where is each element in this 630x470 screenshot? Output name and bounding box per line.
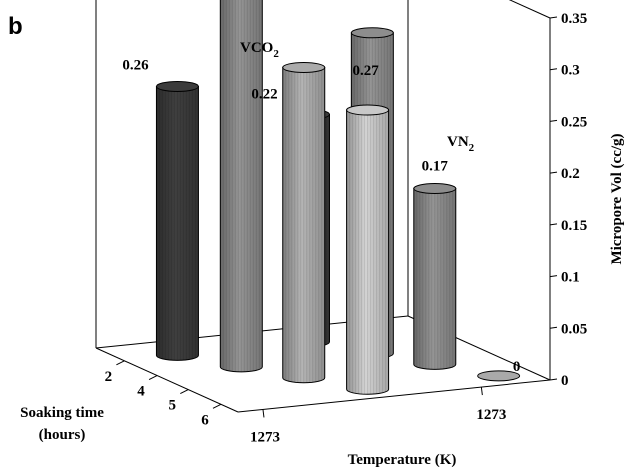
bar-base-zero <box>477 370 521 382</box>
bar-body <box>413 187 457 370</box>
z-tick-label: 0.2 <box>561 166 580 182</box>
bar-top <box>282 61 326 73</box>
bar-top <box>413 182 457 194</box>
series-label-0: VCO2 <box>240 40 279 60</box>
z-tick-label: 0.1 <box>561 270 580 286</box>
chart-bars <box>155 0 521 395</box>
y-axis-title: (hours) <box>39 427 86 443</box>
z-tick-label: 0.35 <box>561 11 587 27</box>
bar-top <box>350 27 394 39</box>
x-tick-label: 1273 <box>476 407 506 423</box>
z-axis-title: Micropore Vol (cc/g) <box>609 133 625 264</box>
z-tick-label: 0 <box>561 373 569 389</box>
y-tick-label: 6 <box>201 412 209 428</box>
z-tick-label: 0.3 <box>561 63 580 79</box>
x-tick <box>480 386 483 396</box>
z-tick <box>549 68 558 71</box>
z-tick <box>549 119 558 122</box>
bar-top <box>155 80 199 92</box>
z-tick-label: 0.05 <box>561 321 587 337</box>
panel-label: b <box>8 13 23 40</box>
z-tick-label: 0.25 <box>561 114 587 130</box>
z-tick-label: 0.15 <box>561 218 587 234</box>
value-label: 0.26 <box>122 57 149 73</box>
right-top-edge <box>508 0 551 19</box>
value-label: 0 <box>513 359 521 375</box>
x-tick-label: 1273 <box>250 429 280 445</box>
x-axis-title: Temperature (K) <box>348 452 457 468</box>
front-floor-edge <box>237 379 551 413</box>
y-tick-label: 5 <box>169 398 177 414</box>
left-floor-edge <box>95 347 239 413</box>
bar-body <box>155 85 199 361</box>
y-tick-label: 4 <box>137 384 145 400</box>
z-tick <box>549 378 558 381</box>
z-tick <box>549 223 558 226</box>
y-axis-title: Soaking time <box>20 405 104 421</box>
bar-body <box>282 66 326 384</box>
z-tick <box>549 171 558 174</box>
y-tick-label: 2 <box>105 369 113 385</box>
value-label: 0.27 <box>352 63 379 79</box>
z-tick <box>549 16 558 19</box>
y-tick <box>148 375 158 380</box>
bar-body <box>346 109 390 395</box>
x-tick <box>262 409 265 418</box>
bar-body <box>219 0 263 373</box>
series-label-1: VN2 <box>447 134 475 154</box>
z-tick <box>549 326 558 329</box>
chart-frame: 0 0.05 0.1 0.15 0.2 0.25 0.3 0.35 Micropore Vol … <box>20 0 625 468</box>
y-tick <box>116 360 125 366</box>
value-label: 0.22 <box>251 86 277 102</box>
bar-top <box>346 104 390 116</box>
y-tick <box>212 403 222 409</box>
y-tick <box>180 389 189 395</box>
value-label: 0.17 <box>422 158 449 174</box>
z-tick <box>549 275 558 278</box>
